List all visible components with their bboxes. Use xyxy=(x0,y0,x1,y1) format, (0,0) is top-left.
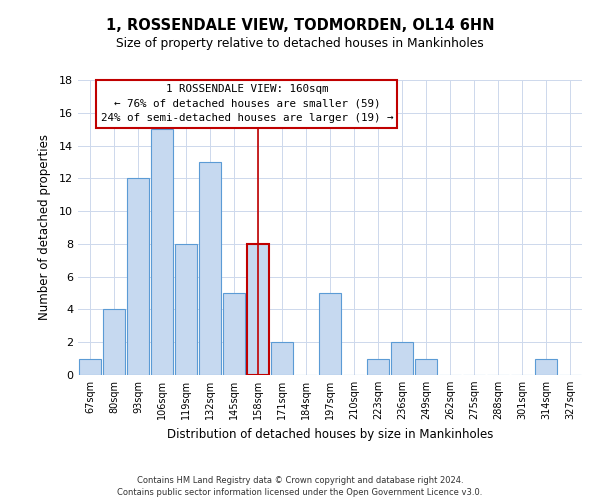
Bar xyxy=(271,342,293,375)
Text: 1, ROSSENDALE VIEW, TODMORDEN, OL14 6HN: 1, ROSSENDALE VIEW, TODMORDEN, OL14 6HN xyxy=(106,18,494,32)
Bar xyxy=(415,358,437,375)
Text: Contains HM Land Registry data © Crown copyright and database right 2024.: Contains HM Land Registry data © Crown c… xyxy=(137,476,463,485)
Bar xyxy=(79,358,101,375)
Bar xyxy=(247,244,269,375)
Bar xyxy=(127,178,149,375)
Bar xyxy=(223,293,245,375)
Bar xyxy=(151,129,173,375)
Bar xyxy=(367,358,389,375)
Bar xyxy=(535,358,557,375)
X-axis label: Distribution of detached houses by size in Mankinholes: Distribution of detached houses by size … xyxy=(167,428,493,440)
Bar xyxy=(175,244,197,375)
Bar xyxy=(103,310,125,375)
Bar xyxy=(319,293,341,375)
Text: Size of property relative to detached houses in Mankinholes: Size of property relative to detached ho… xyxy=(116,38,484,51)
Text: 1 ROSSENDALE VIEW: 160sqm
← 76% of detached houses are smaller (59)
24% of semi-: 1 ROSSENDALE VIEW: 160sqm ← 76% of detac… xyxy=(101,84,393,123)
Bar xyxy=(391,342,413,375)
Bar xyxy=(199,162,221,375)
Text: Contains public sector information licensed under the Open Government Licence v3: Contains public sector information licen… xyxy=(118,488,482,497)
Y-axis label: Number of detached properties: Number of detached properties xyxy=(38,134,50,320)
